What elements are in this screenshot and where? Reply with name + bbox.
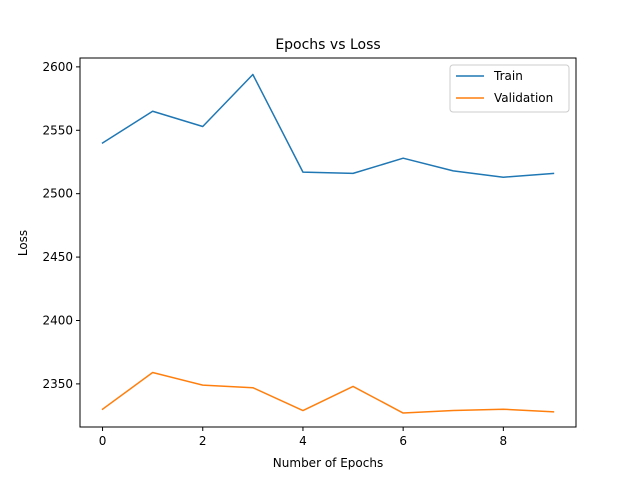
series-layer: [101, 73, 555, 414]
legend-label: Validation: [494, 91, 553, 105]
axes-layer: 0 2 4 6 8 2350 2400 2450 2500 2550 2600: [42, 57, 577, 448]
series-line-train: [101, 73, 555, 178]
x-tick-label: 0: [99, 434, 107, 448]
x-tick-label: 8: [500, 434, 508, 448]
x-tick-label: 4: [299, 434, 307, 448]
y-tick-label: 2350: [42, 377, 73, 391]
y-tick-label: 2450: [42, 250, 73, 264]
y-tick-label: 2550: [42, 123, 73, 137]
x-tick-label: 2: [199, 434, 207, 448]
chart-title: Epochs vs Loss: [275, 37, 380, 53]
y-tick-label: 2400: [42, 313, 73, 327]
y-tick-label: 2500: [42, 187, 73, 201]
x-tick-label: 6: [399, 434, 407, 448]
y-tick-label: 2600: [42, 60, 73, 74]
series-line-validation: [101, 371, 555, 414]
x-axis-title: Number of Epochs: [273, 456, 383, 470]
legend: Train Validation: [449, 64, 570, 113]
plot-area: [80, 58, 576, 427]
y-axis-title: Loss: [16, 230, 30, 256]
legend-label: Train: [493, 69, 523, 83]
axes-frame: [79, 57, 577, 428]
